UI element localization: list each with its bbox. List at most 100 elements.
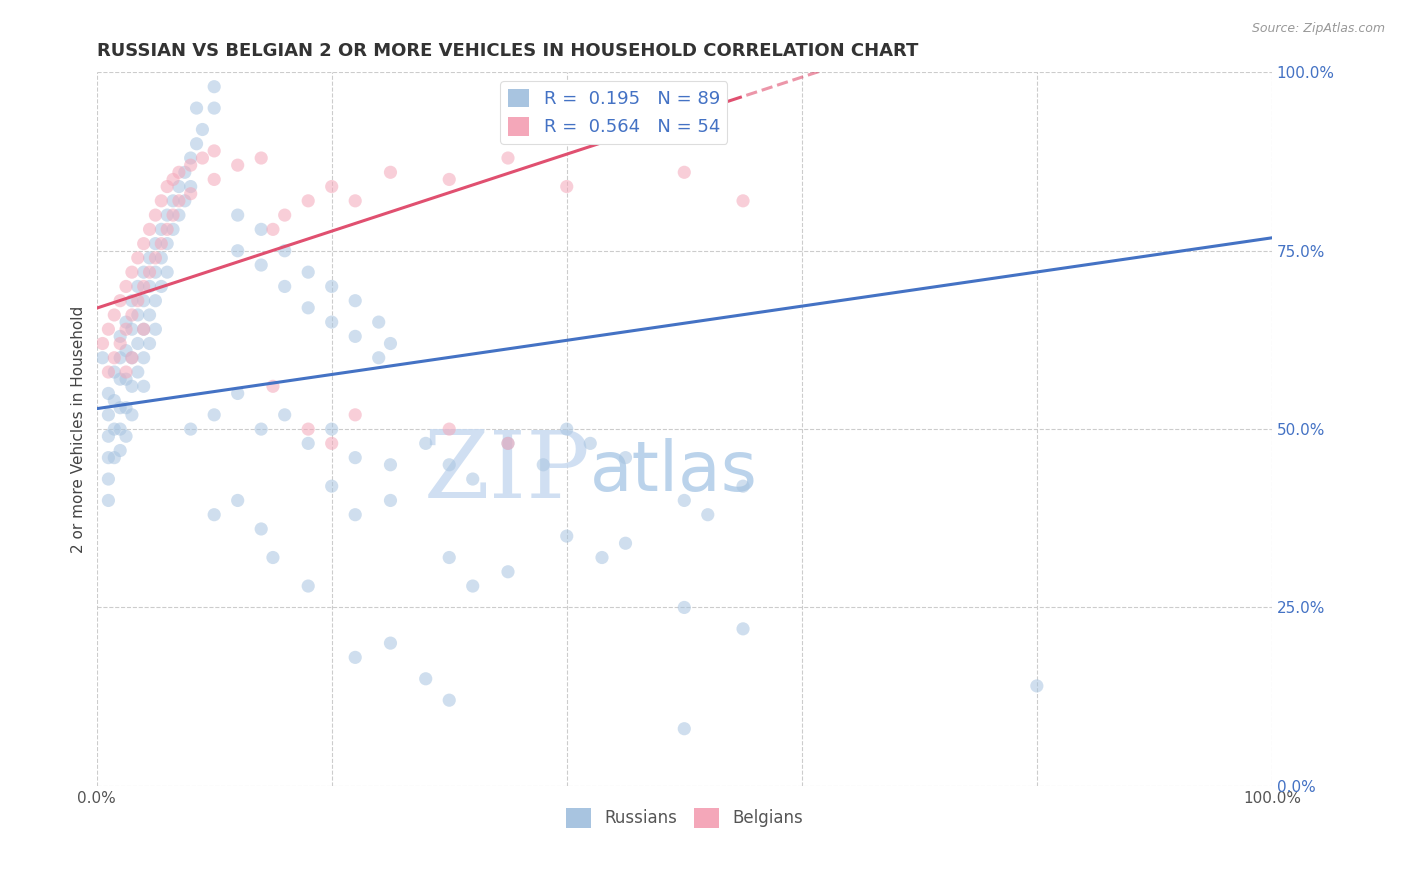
Point — [121, 265, 143, 279]
Point — [97, 450, 120, 465]
Point — [121, 351, 143, 365]
Point — [297, 265, 319, 279]
Text: ZIP: ZIP — [423, 427, 591, 516]
Point — [121, 351, 143, 365]
Point — [127, 251, 149, 265]
Point — [103, 422, 125, 436]
Y-axis label: 2 or more Vehicles in Household: 2 or more Vehicles in Household — [72, 305, 86, 553]
Point — [297, 579, 319, 593]
Point — [297, 301, 319, 315]
Point — [91, 336, 114, 351]
Point — [250, 258, 273, 272]
Point — [273, 208, 295, 222]
Point — [380, 458, 402, 472]
Point — [439, 693, 461, 707]
Point — [461, 579, 484, 593]
Point — [496, 565, 519, 579]
Point — [439, 550, 461, 565]
Point — [273, 244, 295, 258]
Point — [145, 322, 167, 336]
Point — [97, 386, 120, 401]
Point — [496, 151, 519, 165]
Point — [731, 194, 754, 208]
Point — [496, 436, 519, 450]
Point — [145, 208, 167, 222]
Point — [91, 351, 114, 365]
Point — [167, 194, 190, 208]
Point — [250, 522, 273, 536]
Point — [121, 322, 143, 336]
Text: Source: ZipAtlas.com: Source: ZipAtlas.com — [1251, 22, 1385, 36]
Point — [186, 136, 208, 151]
Point — [132, 379, 155, 393]
Point — [614, 536, 637, 550]
Point — [202, 408, 225, 422]
Point — [226, 386, 249, 401]
Text: atlas: atlas — [591, 438, 758, 506]
Point — [162, 194, 184, 208]
Point — [380, 636, 402, 650]
Point — [496, 436, 519, 450]
Legend: Russians, Belgians: Russians, Belgians — [560, 801, 810, 835]
Point — [380, 336, 402, 351]
Point — [108, 372, 131, 386]
Point — [156, 208, 179, 222]
Point — [97, 322, 120, 336]
Point — [132, 322, 155, 336]
Point — [344, 508, 367, 522]
Point — [108, 351, 131, 365]
Point — [138, 265, 160, 279]
Point — [415, 436, 437, 450]
Point — [138, 222, 160, 236]
Point — [127, 336, 149, 351]
Point — [150, 222, 173, 236]
Point — [367, 351, 389, 365]
Point — [167, 165, 190, 179]
Point — [297, 422, 319, 436]
Point — [121, 379, 143, 393]
Point — [273, 279, 295, 293]
Point — [121, 293, 143, 308]
Point — [121, 308, 143, 322]
Point — [1025, 679, 1047, 693]
Point — [108, 293, 131, 308]
Point — [555, 179, 578, 194]
Point — [167, 179, 190, 194]
Point — [108, 422, 131, 436]
Point — [115, 429, 138, 443]
Point — [439, 172, 461, 186]
Point — [115, 401, 138, 415]
Point — [132, 279, 155, 293]
Point — [202, 172, 225, 186]
Point — [145, 236, 167, 251]
Point — [439, 422, 461, 436]
Point — [180, 158, 202, 172]
Point — [180, 151, 202, 165]
Point — [97, 365, 120, 379]
Point — [226, 158, 249, 172]
Point — [127, 308, 149, 322]
Point — [108, 329, 131, 343]
Point — [321, 422, 343, 436]
Point — [132, 293, 155, 308]
Point — [461, 472, 484, 486]
Point — [162, 172, 184, 186]
Point — [145, 265, 167, 279]
Point — [156, 236, 179, 251]
Point — [97, 472, 120, 486]
Point — [121, 408, 143, 422]
Point — [180, 422, 202, 436]
Point — [731, 479, 754, 493]
Point — [531, 458, 554, 472]
Point — [226, 208, 249, 222]
Point — [262, 379, 284, 393]
Point — [321, 436, 343, 450]
Point — [380, 165, 402, 179]
Point — [156, 222, 179, 236]
Point — [115, 365, 138, 379]
Point — [673, 493, 696, 508]
Point — [115, 279, 138, 293]
Point — [145, 251, 167, 265]
Point — [344, 408, 367, 422]
Point — [344, 293, 367, 308]
